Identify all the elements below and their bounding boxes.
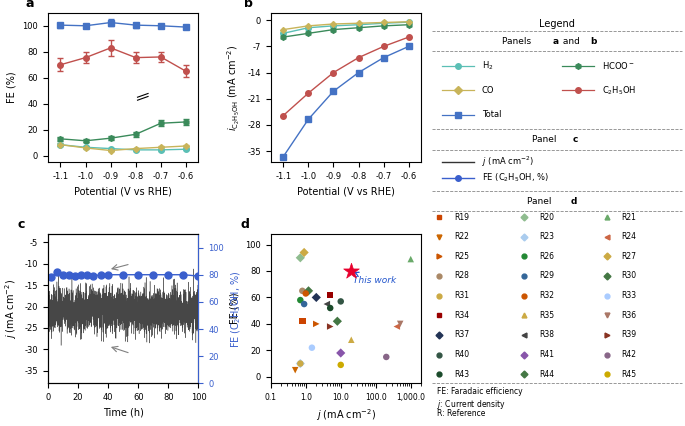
Text: a and b: a and b [0, 425, 1, 426]
Point [295, 360, 306, 367]
Y-axis label: $i_{\mathrm{C_2H_5OH}}$ (mA cm$^{-2}$): $i_{\mathrm{C_2H_5OH}}$ (mA cm$^{-2}$) [225, 44, 242, 131]
Point [295, 254, 306, 261]
Text: d: d [571, 197, 577, 206]
Text: c: c [573, 135, 578, 144]
Text: R23: R23 [539, 232, 554, 241]
Text: c: c [18, 218, 25, 231]
Point [290, 367, 301, 374]
Text: R31: R31 [454, 291, 469, 300]
Text: R43: R43 [454, 370, 469, 379]
Text: Panels: Panels [501, 37, 534, 46]
Y-axis label: FE (%): FE (%) [7, 72, 17, 104]
Point [325, 323, 336, 330]
Point [299, 249, 310, 256]
Text: b: b [590, 37, 597, 46]
Text: R40: R40 [454, 350, 469, 359]
Y-axis label: FE (%): FE (%) [229, 293, 240, 325]
Text: R22: R22 [454, 232, 469, 241]
Text: R38: R38 [539, 331, 554, 340]
Text: R45: R45 [621, 370, 636, 379]
Text: R35: R35 [539, 311, 554, 320]
Text: d: d [240, 218, 249, 231]
Text: R25: R25 [454, 252, 469, 261]
Text: a: a [553, 37, 559, 46]
Text: R36: R36 [621, 311, 636, 320]
Point [306, 344, 317, 351]
Text: R20: R20 [539, 213, 554, 222]
Point [303, 288, 314, 294]
Text: a: a [25, 0, 34, 10]
Point [391, 323, 402, 330]
Text: R26: R26 [539, 252, 554, 261]
Text: and: and [560, 37, 583, 46]
Text: R29: R29 [539, 271, 554, 280]
X-axis label: Potential (V vs RHE): Potential (V vs RHE) [74, 187, 172, 196]
Point [332, 318, 342, 325]
Text: R42: R42 [621, 350, 636, 359]
Point [325, 291, 336, 298]
Point [335, 298, 346, 305]
X-axis label: Time (h): Time (h) [103, 408, 144, 417]
Text: Panel: Panel [532, 135, 559, 144]
Text: R33: R33 [621, 291, 636, 300]
Point [321, 301, 332, 308]
Point [406, 256, 416, 262]
Point [300, 290, 311, 297]
Text: R39: R39 [621, 331, 636, 340]
Point [311, 320, 322, 327]
Text: H$_2$: H$_2$ [482, 60, 493, 72]
Y-axis label: $j$ (mA cm$^{-2}$): $j$ (mA cm$^{-2}$) [3, 279, 19, 339]
Text: $j$: Current density: $j$: Current density [436, 398, 506, 411]
Text: b: b [244, 0, 253, 10]
Point [335, 362, 346, 368]
Text: R44: R44 [539, 370, 554, 379]
Point [297, 318, 308, 325]
Text: R41: R41 [539, 350, 554, 359]
X-axis label: Potential (V vs RHE): Potential (V vs RHE) [297, 187, 395, 196]
Text: R19: R19 [454, 213, 469, 222]
Text: R37: R37 [454, 331, 469, 340]
Point [311, 294, 322, 301]
Text: Panel: Panel [527, 197, 554, 206]
Text: R: Reference: R: Reference [436, 409, 485, 418]
X-axis label: $j$ (mA cm$^{-2}$): $j$ (mA cm$^{-2}$) [316, 408, 376, 423]
Point [295, 360, 306, 367]
Text: $j$ (mA cm$^{-2}$): $j$ (mA cm$^{-2}$) [482, 155, 534, 169]
Text: Legend: Legend [538, 19, 575, 29]
Point [346, 268, 357, 274]
Text: R24: R24 [621, 232, 636, 241]
Text: R34: R34 [454, 311, 469, 320]
Text: R32: R32 [539, 291, 554, 300]
Text: R30: R30 [621, 271, 636, 280]
Text: HCOO$^-$: HCOO$^-$ [601, 60, 634, 71]
Point [335, 350, 346, 357]
Text: CO: CO [482, 86, 494, 95]
Point [395, 320, 406, 327]
Point [299, 301, 310, 308]
Text: Total: Total [482, 110, 501, 119]
Point [297, 288, 308, 294]
Point [325, 305, 336, 311]
Point [346, 337, 357, 343]
Y-axis label: FE (C$_2$H$_5$OH, %): FE (C$_2$H$_5$OH, %) [229, 270, 243, 348]
Text: R21: R21 [621, 213, 636, 222]
Point [295, 296, 306, 303]
Text: FE: Faradaic efficiency: FE: Faradaic efficiency [436, 387, 522, 396]
Text: This work: This work [353, 272, 396, 285]
Text: R28: R28 [454, 271, 469, 280]
Point [381, 354, 392, 360]
Text: Panels: Panels [0, 425, 1, 426]
Text: FE (C$_2$H$_5$OH, %): FE (C$_2$H$_5$OH, %) [482, 172, 549, 184]
Text: C$_2$H$_5$OH: C$_2$H$_5$OH [601, 84, 636, 97]
Text: R27: R27 [621, 252, 636, 261]
